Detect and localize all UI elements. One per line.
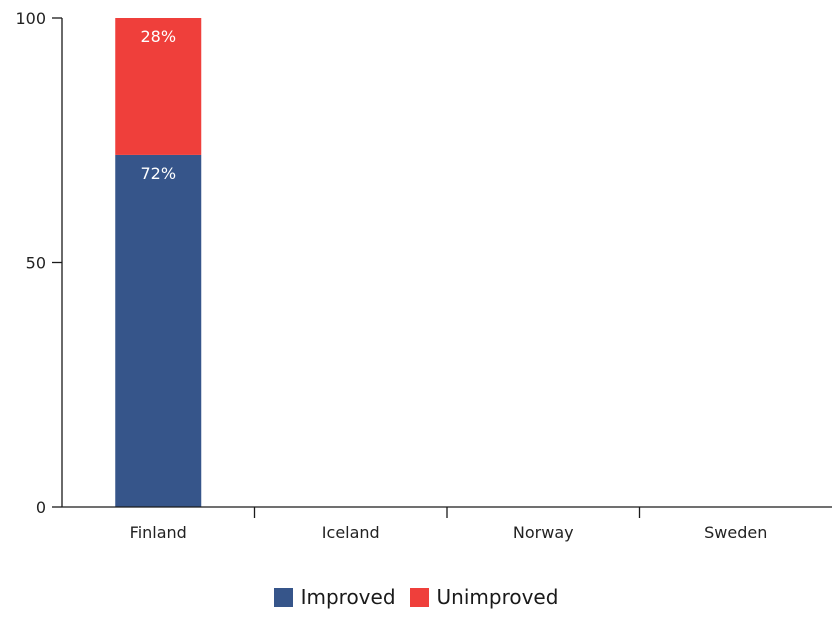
legend-label-improved: Improved [300, 585, 396, 609]
y-tick-label: 50 [26, 254, 46, 273]
legend-swatch-improved [273, 587, 293, 607]
legend-item-improved: Improved [273, 585, 396, 609]
data-labels-layer: 72% 28% [140, 27, 176, 183]
bar-finland-improved [115, 154, 202, 508]
y-axis-ticks: 0 50 100 [15, 9, 62, 517]
stacked-bar-chart: 72% 28% 0 50 100 Finland Iceland Norway Sweden [15, 9, 832, 542]
y-tick-label: 0 [36, 498, 46, 517]
x-tick-label-sweden: Sweden [704, 523, 767, 542]
bar-finland-unimproved [115, 18, 202, 155]
legend: Improved Unimproved [0, 585, 832, 609]
x-axis-ticks: Finland Iceland Norway Sweden [130, 507, 767, 542]
x-tick-label-finland: Finland [130, 523, 187, 542]
y-tick-label: 100 [15, 9, 46, 28]
data-label-finland-unimproved: 28% [140, 27, 176, 46]
bars-layer [115, 18, 202, 508]
data-label-finland-improved: 72% [140, 164, 176, 183]
legend-item-unimproved: Unimproved [409, 585, 559, 609]
legend-swatch-unimproved [409, 587, 429, 607]
x-tick-label-iceland: Iceland [322, 523, 380, 542]
x-tick-label-norway: Norway [513, 523, 574, 542]
legend-label-unimproved: Unimproved [436, 585, 559, 609]
